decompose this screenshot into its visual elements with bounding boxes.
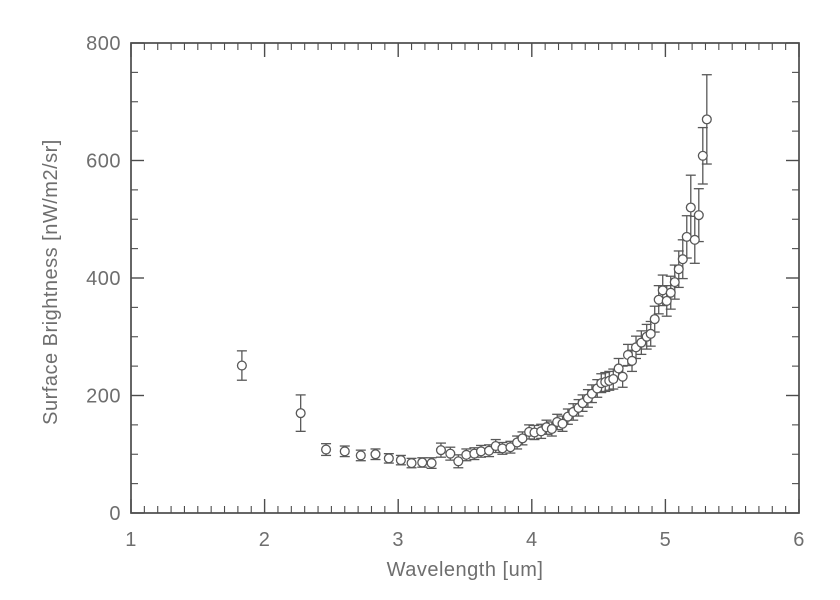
data-point (546, 423, 557, 435)
data-point (701, 114, 712, 125)
data-point (461, 449, 472, 460)
data-point (295, 408, 306, 419)
data-point (483, 445, 495, 456)
data-point (608, 373, 619, 385)
data-point (685, 202, 696, 213)
y-tick-label: 0 (109, 503, 121, 525)
y-axis-label: Surface Brightness [nW/m2/sr] (40, 139, 62, 425)
y-tick-label: 400 (86, 268, 121, 290)
data-point (395, 455, 406, 466)
data-point (417, 457, 428, 468)
data-point (613, 363, 624, 374)
data-point (435, 445, 447, 456)
x-tick-label: 4 (526, 529, 538, 551)
x-tick-label: 2 (259, 529, 271, 551)
x-axis-label: Wavelength [um] (387, 559, 544, 581)
data-point (653, 294, 664, 305)
data-point (339, 446, 350, 457)
plot-frame (130, 42, 800, 514)
data-point (453, 456, 464, 467)
y-tick-label: 800 (86, 33, 121, 55)
data-series (236, 74, 712, 470)
x-tick-label: 3 (392, 529, 404, 551)
y-tick-label: 200 (86, 386, 121, 408)
data-point (645, 328, 656, 339)
data-point (321, 444, 332, 455)
y-tick-label: 600 (86, 151, 121, 173)
axes-layer: 1 2 3 4 5 6 0 200 400 600 800 (86, 33, 805, 551)
data-point (649, 314, 660, 325)
data-point (673, 264, 684, 275)
data-point (370, 449, 381, 460)
x-tick-label: 5 (660, 529, 672, 551)
data-point (517, 433, 528, 444)
data-point (665, 287, 676, 298)
data-point (383, 453, 394, 464)
data-point (426, 458, 437, 469)
data-point (661, 295, 672, 306)
data-point (689, 234, 700, 245)
data-point (236, 360, 247, 371)
data-point (445, 448, 456, 459)
data-point (497, 443, 508, 454)
data-point (626, 355, 638, 366)
data-point (406, 458, 417, 469)
data-point (669, 277, 680, 288)
x-tick-label: 1 (125, 529, 137, 551)
data-point (355, 450, 366, 461)
data-point (557, 418, 568, 429)
x-tick-label: 6 (793, 529, 805, 551)
data-point (693, 210, 704, 221)
data-point (697, 150, 708, 161)
data-point (505, 442, 516, 453)
data-point (617, 371, 628, 382)
data-point (677, 254, 688, 265)
